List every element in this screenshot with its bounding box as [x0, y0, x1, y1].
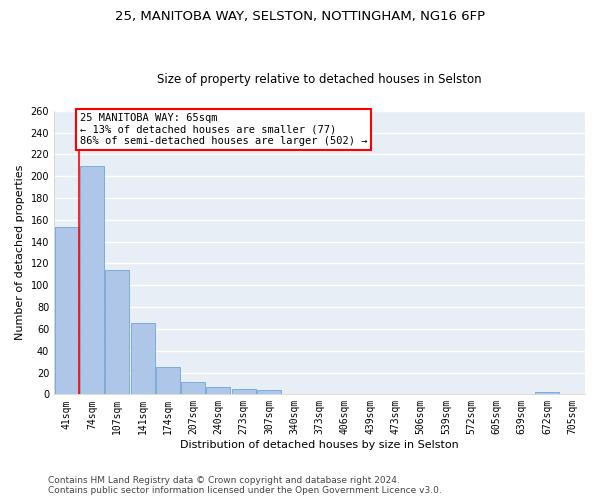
Bar	[232, 389, 256, 394]
Bar	[55, 228, 79, 394]
Bar	[181, 382, 205, 394]
Y-axis label: Number of detached properties: Number of detached properties	[15, 165, 25, 340]
Bar	[156, 367, 180, 394]
Bar	[80, 166, 104, 394]
Text: 25 MANITOBA WAY: 65sqm
← 13% of detached houses are smaller (77)
86% of semi-det: 25 MANITOBA WAY: 65sqm ← 13% of detached…	[80, 113, 367, 146]
Bar	[105, 270, 129, 394]
Bar	[206, 386, 230, 394]
Text: 25, MANITOBA WAY, SELSTON, NOTTINGHAM, NG16 6FP: 25, MANITOBA WAY, SELSTON, NOTTINGHAM, N…	[115, 10, 485, 23]
Text: Contains HM Land Registry data © Crown copyright and database right 2024.
Contai: Contains HM Land Registry data © Crown c…	[48, 476, 442, 495]
Bar	[257, 390, 281, 394]
Title: Size of property relative to detached houses in Selston: Size of property relative to detached ho…	[157, 73, 482, 86]
Bar	[535, 392, 559, 394]
Bar	[131, 324, 155, 394]
X-axis label: Distribution of detached houses by size in Selston: Distribution of detached houses by size …	[180, 440, 459, 450]
